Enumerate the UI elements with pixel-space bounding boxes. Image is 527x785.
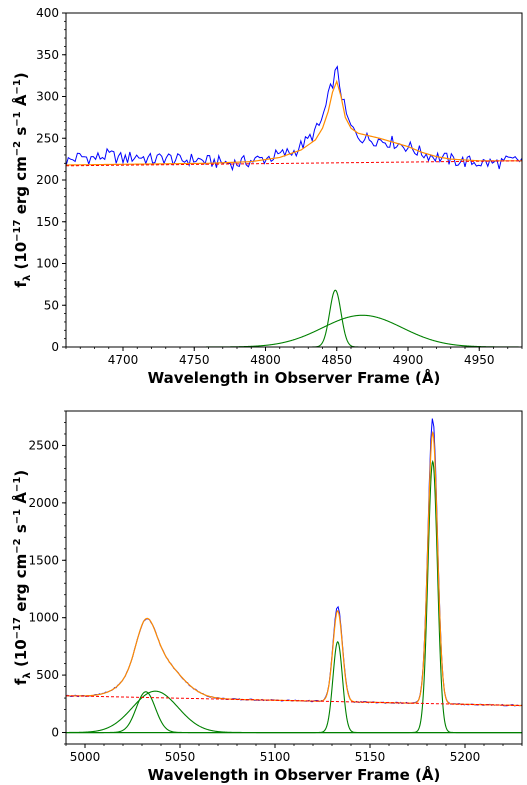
y-tick-label: 0 [51, 340, 59, 354]
x-tick-label: 4950 [464, 353, 495, 367]
x-tick-label: 5100 [260, 750, 291, 764]
y-tick-label: 150 [36, 215, 59, 229]
component-line-1 [66, 692, 522, 733]
component-line-4 [66, 462, 522, 733]
plot-frame [66, 13, 522, 347]
y-tick-label: 300 [36, 90, 59, 104]
y-tick-label: 500 [36, 668, 59, 682]
continuum-line [66, 161, 522, 166]
x-tick-label: 4900 [393, 353, 424, 367]
x-tick-label: 5150 [355, 750, 386, 764]
x-tick-label: 4700 [108, 353, 139, 367]
plot-frame [66, 411, 522, 744]
y-tick-label: 100 [36, 257, 59, 271]
y-tick-label: 1000 [28, 611, 59, 625]
oiii-fit-chart: 5000 5050 5100 5150 5200 0 500 1000 1500 2000 2500… [0, 392, 527, 785]
y-tick-label: 200 [36, 173, 59, 187]
x-axis-label: Wavelength in Observer Frame (Å) [148, 765, 441, 784]
y-tick-label: 2500 [28, 438, 59, 452]
x-tick-label: 4750 [179, 353, 210, 367]
y-tick-label: 0 [51, 726, 59, 740]
y-tick-label: 400 [36, 6, 59, 20]
component-line-1 [66, 290, 522, 347]
data-spectrum-line [66, 419, 522, 706]
component-line-2 [66, 315, 522, 347]
data-spectrum-line [66, 67, 522, 170]
y-tick-label: 50 [44, 298, 59, 312]
x-tick-label: 4850 [321, 353, 352, 367]
x-tick-label: 4800 [250, 353, 281, 367]
y-axis-label: fλ (10−17 erg cm−2 s−1 Å−1) [11, 72, 33, 287]
plot-area [66, 67, 522, 347]
x-tick-label: 5000 [70, 750, 101, 764]
model-fit-line [66, 433, 522, 706]
y-axis-label: fλ (10−17 erg cm−2 s−1 Å−1) [11, 470, 33, 685]
plot-area [66, 419, 522, 733]
y-tick-label: 350 [36, 48, 59, 62]
y-tick-label: 250 [36, 131, 59, 145]
x-tick-label: 5050 [165, 750, 196, 764]
y-tick-label: 1500 [28, 553, 59, 567]
model-fit-line [66, 81, 522, 165]
component-line-3 [66, 642, 522, 733]
x-tick-label: 5200 [450, 750, 481, 764]
x-axis-label: Wavelength in Observer Frame (Å) [148, 368, 441, 387]
hbeta-fit-chart: 4700 4750 4800 4850 4900 4950 0 50 100 150 200 250 3… [0, 0, 527, 392]
y-tick-label: 2000 [28, 496, 59, 510]
